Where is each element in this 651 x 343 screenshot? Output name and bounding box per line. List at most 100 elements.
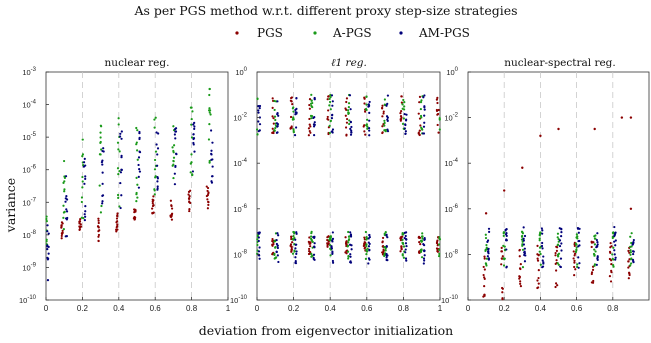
point-apgs — [364, 230, 367, 234]
point-pgs — [501, 291, 504, 294]
point-ampgs — [312, 116, 315, 120]
point-apgs — [328, 124, 331, 127]
point-pgs — [363, 130, 366, 133]
point-ampgs — [101, 200, 104, 203]
point-apgs — [384, 130, 387, 133]
point-ampgs — [101, 163, 104, 166]
point-ampgs — [613, 234, 616, 238]
point-ampgs — [82, 161, 86, 164]
point-pgs — [309, 245, 312, 248]
point-ampgs — [211, 165, 214, 168]
point-pgs — [344, 236, 347, 239]
point-apgs — [557, 263, 560, 266]
point-ampgs — [275, 238, 278, 242]
point-apgs — [629, 253, 632, 256]
y-tick-label: 10-10 — [19, 295, 37, 305]
point-pgs — [382, 248, 385, 252]
point-ampgs — [294, 247, 297, 250]
point-apgs — [520, 238, 524, 241]
x-axis-label: deviation from eigenvector initializatio… — [199, 323, 453, 338]
point-apgs — [62, 228, 65, 231]
point-ampgs — [312, 257, 315, 261]
point-ampgs — [422, 125, 426, 128]
point-ampgs — [156, 185, 159, 188]
point-ampgs — [138, 130, 141, 134]
point-pgs — [537, 282, 540, 285]
point-ampgs — [423, 94, 426, 97]
point-pgs — [573, 252, 577, 255]
point-pgs — [169, 214, 172, 217]
point-pgs — [483, 276, 486, 279]
point-apgs — [45, 220, 48, 223]
point-ampgs — [137, 163, 140, 167]
point-pgs — [61, 231, 64, 234]
point-pgs — [437, 131, 440, 134]
y-tick-label: 10-4 — [233, 158, 247, 168]
point-pgs — [400, 95, 403, 98]
point-ampgs — [405, 244, 408, 248]
point-ampgs — [294, 261, 297, 264]
point-ampgs — [294, 256, 297, 259]
point-ampgs — [367, 126, 371, 130]
point-apgs — [366, 118, 369, 121]
point-apgs — [117, 117, 120, 120]
point-ampgs — [137, 175, 140, 178]
point-pgs — [381, 125, 384, 128]
point-apgs — [401, 103, 404, 106]
point-ampgs — [313, 134, 316, 137]
point-pgs — [536, 244, 539, 247]
point-apgs — [556, 255, 560, 258]
point-apgs — [80, 216, 83, 219]
point-ampgs — [119, 171, 123, 174]
point-apgs — [135, 126, 138, 130]
point-apgs — [419, 239, 423, 242]
point-ampgs — [101, 159, 104, 162]
point-ampgs — [258, 232, 261, 235]
point-apgs — [291, 252, 295, 255]
point-pgs — [381, 115, 384, 118]
point-pgs — [518, 277, 521, 280]
point-pgs — [308, 129, 311, 133]
point-apgs — [365, 244, 368, 248]
point-apgs — [100, 148, 103, 151]
point-pgs — [78, 220, 81, 223]
point-pgs — [187, 193, 190, 196]
y-tick-label: 10-10 — [230, 295, 248, 305]
point-apgs — [383, 98, 386, 101]
point-pgs-outlier — [484, 212, 488, 215]
point-apgs — [348, 235, 351, 238]
point-pgs — [573, 265, 576, 269]
x-tick-label: 0.4 — [325, 304, 337, 313]
y-tick-label: 10-10 — [441, 295, 459, 305]
point-apgs — [118, 169, 121, 173]
point-apgs — [309, 102, 313, 105]
point-ampgs — [46, 230, 49, 233]
x-tick-label: 1 — [438, 304, 443, 313]
y-tick-label: 100 — [446, 67, 458, 77]
point-apgs — [383, 121, 386, 125]
point-apgs — [292, 130, 295, 134]
point-apgs — [347, 257, 350, 260]
point-ampgs — [119, 132, 122, 135]
point-apgs — [117, 173, 120, 176]
point-pgs — [381, 106, 384, 109]
point-ampgs — [155, 131, 158, 134]
point-pgs — [308, 103, 311, 107]
point-ampgs — [120, 130, 123, 133]
point-ampgs — [84, 177, 87, 180]
point-pgs — [418, 236, 421, 240]
point-apgs — [80, 200, 83, 204]
point-apgs — [502, 244, 505, 248]
point-ampgs — [331, 259, 335, 263]
point-pgs — [418, 101, 421, 104]
point-apgs — [99, 136, 102, 139]
point-ampgs — [404, 234, 407, 238]
point-pgs — [554, 285, 557, 289]
point-ampgs — [423, 121, 426, 124]
point-apgs — [383, 119, 386, 122]
point-apgs — [419, 250, 423, 253]
point-pgs — [435, 109, 439, 112]
point-ampgs — [421, 132, 425, 135]
point-ampgs — [192, 123, 195, 126]
point-ampgs — [487, 248, 490, 251]
